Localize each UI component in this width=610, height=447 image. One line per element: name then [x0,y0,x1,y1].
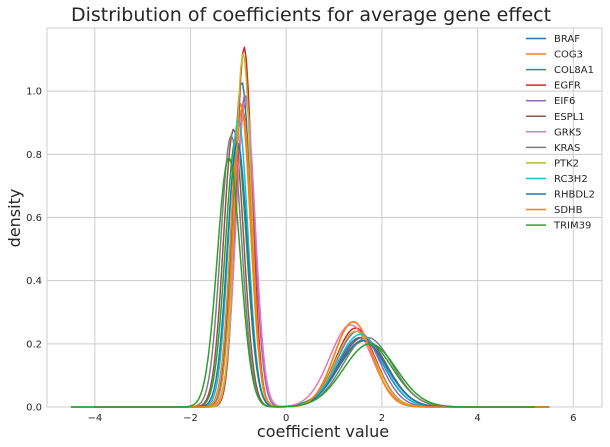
x-tick-label: 0 [283,413,289,424]
legend-label: ESPL1 [554,112,585,123]
x-tick-label: 6 [570,413,576,424]
series-line-trim39 [70,157,536,408]
legend-label: TRIM39 [553,221,591,232]
legend-label: SDHB [554,205,583,216]
legend-label: EIF6 [554,96,575,107]
series-line-espl1 [94,128,550,408]
series-line-egfr [94,46,550,408]
series-line-kras [94,134,550,408]
x-tick-label: 2 [379,413,385,424]
x-tick-label: 4 [474,413,480,424]
x-axis-label: coefficient value [257,422,389,441]
series-line-col8a1 [70,138,536,408]
y-axis-label: density [5,189,24,248]
series-line-rhbdl2 [94,141,550,408]
x-tick-label: −2 [183,413,198,424]
series-line-braf [94,82,550,408]
legend-label: COL8A1 [554,65,594,76]
series-lines [70,46,550,408]
series-line-sdhb [94,106,550,408]
legend-label: GRK5 [554,127,582,138]
y-tick-label: 0.4 [26,276,42,287]
y-tick-label: 0.2 [26,339,42,350]
legend-label: PTK2 [554,158,579,169]
series-line-grk5 [94,100,550,408]
tick-labels: −4 −2 0 2 4 6 0.0 0.2 0.4 0.6 0.8 1.0 [26,87,576,424]
x-tick-label: −4 [87,413,102,424]
legend: BRAF COG3 COL8A1 EGFR EIF6 ESPL1 GRK5 KRAS PTK2 R… [526,34,595,232]
legend-label: RC3H2 [554,174,588,185]
y-tick-label: 0.8 [26,150,42,161]
legend-label: KRAS [554,143,580,154]
y-tick-label: 1.0 [26,87,42,98]
series-line-cog3 [94,103,550,408]
legend-label: COG3 [554,50,583,61]
legend-label: RHBDL2 [554,190,595,201]
series-line-rc3h2 [94,119,550,408]
legend-label: EGFR [554,81,581,92]
series-line-ptk2 [94,53,550,408]
series-line-eif6 [94,94,550,408]
legend-label: BRAF [554,34,580,45]
grid [47,28,602,408]
chart-title: Distribution of coefficients for average… [71,4,551,26]
y-tick-label: 0.0 [26,403,42,414]
plot-area-frame [46,27,603,408]
y-tick-label: 0.6 [26,213,42,224]
